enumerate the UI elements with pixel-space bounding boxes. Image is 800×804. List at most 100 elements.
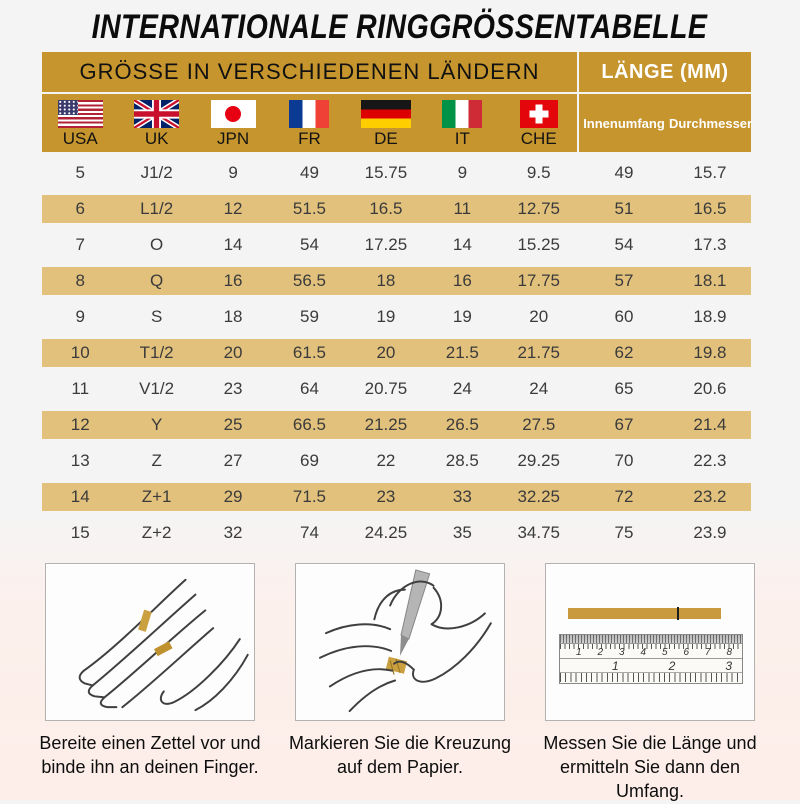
step-2: Markieren Sie die Kreuzung auf dem Papie… [275, 563, 525, 804]
cell-fr: 49 [300, 163, 319, 182]
column-de: DE [348, 94, 424, 152]
table-row: 11 V1/2 23 64 20.75 24 24 65 20.6 [42, 371, 751, 407]
cell-it: 9 [457, 163, 468, 182]
header-sizes-label: GRÖSSE IN VERSCHIEDENEN LÄNDERN [42, 52, 577, 92]
table-row: 15 Z+2 32 74 24.25 35 34.75 75 23.9 [42, 515, 751, 551]
cell-uk: S [150, 307, 163, 326]
cell-de: 22 [376, 451, 396, 470]
ruler-metal-edge [560, 635, 742, 644]
table-row: 10 T1/2 20 61.5 20 21.5 21.75 62 19.8 [42, 335, 751, 371]
cell-innenumfang: 70 [614, 451, 634, 470]
table-header-row: GRÖSSE IN VERSCHIEDENEN LÄNDERN LÄNGE (M… [42, 52, 751, 92]
flags-group: USA UK JPN [42, 94, 577, 152]
cell-che: 9.5 [526, 163, 551, 182]
country-code-label: CHE [520, 128, 557, 148]
table-row: 14 Z+1 29 71.5 23 33 32.25 72 23.2 [42, 479, 751, 515]
cell-de: 17.25 [364, 235, 408, 254]
length-headers: Innenumfang Durchmesser [579, 94, 753, 152]
cell-it: 16 [452, 271, 472, 290]
cell-de: 20 [376, 343, 396, 362]
cell-usa: 12 [70, 415, 90, 434]
country-code-label: USA [62, 128, 98, 148]
hand-with-strip-illustration [45, 563, 255, 721]
cell-fr: 56.5 [292, 271, 327, 290]
paper-strip [568, 607, 721, 620]
cell-uk: Z+1 [141, 487, 172, 506]
table-row: 6 L1/2 12 51.5 16.5 11 12.75 51 16.5 [42, 191, 751, 227]
cell-uk: Z+2 [141, 523, 172, 542]
cell-innenumfang: 72 [614, 487, 634, 506]
cell-de: 23 [376, 487, 396, 506]
country-code-label: FR [298, 128, 321, 148]
country-code-label: DE [374, 128, 398, 148]
cell-fr: 69 [300, 451, 319, 470]
cell-it: 24 [452, 379, 472, 398]
cell-durchmesser: 15.7 [693, 163, 727, 182]
cell-innenumfang: 60 [614, 307, 634, 326]
cell-usa: 9 [75, 307, 85, 326]
inner-circumference-header: Innenumfang [583, 115, 665, 131]
cell-uk: L1/2 [140, 199, 174, 218]
cell-jpn: 20 [223, 343, 243, 362]
cell-it: 33 [452, 487, 472, 506]
step-3-caption: Messen Sie die Länge und ermitteln Sie d… [543, 733, 757, 801]
ruler-cm-ticks [560, 644, 742, 649]
cell-jpn: 9 [228, 163, 238, 182]
cell-durchmesser: 16.5 [693, 199, 727, 218]
usa-flag-icon [57, 99, 103, 128]
cell-che: 17.75 [517, 271, 561, 290]
cell-che: 32.25 [517, 487, 561, 506]
cell-innenumfang: 75 [614, 523, 634, 542]
cell-usa: 7 [75, 235, 85, 254]
cell-usa: 14 [70, 487, 90, 506]
cell-che: 24 [529, 379, 549, 398]
cell-usa: 15 [70, 523, 90, 542]
page-title: INTERNATIONALE RINGGRÖSSENTABELLE [92, 8, 708, 46]
cell-innenumfang: 57 [614, 271, 634, 290]
cell-fr: 61.5 [292, 343, 327, 362]
ring-size-table: GRÖSSE IN VERSCHIEDENEN LÄNDERN LÄNGE (M… [42, 52, 753, 551]
cell-it: 19 [452, 307, 472, 326]
cell-jpn: 27 [223, 451, 243, 470]
diameter-header: Durchmesser [669, 115, 753, 131]
column-usa: USA [42, 94, 118, 152]
page-header: INTERNATIONALE RINGGRÖSSENTABELLE [0, 0, 800, 48]
cell-usa: 5 [75, 163, 85, 182]
cell-durchmesser: 18.1 [693, 271, 727, 290]
cell-it: 14 [452, 235, 472, 254]
cell-che: 20 [529, 307, 549, 326]
cell-fr: 54 [300, 235, 319, 254]
table-row: 7 O 14 54 17.25 14 15.25 54 17.3 [42, 227, 751, 263]
table-row: 8 Q 16 56.5 18 16 17.75 57 18.1 [42, 263, 751, 299]
cell-uk: Y [150, 415, 163, 434]
cell-usa: 6 [75, 199, 85, 218]
cell-durchmesser: 22.3 [693, 451, 727, 470]
cell-fr: 71.5 [292, 487, 327, 506]
table-flags-row: USA UK JPN [42, 94, 753, 152]
column-uk: UK [118, 94, 194, 152]
cell-che: 29.25 [517, 451, 561, 470]
ruler-inch-ticks [560, 672, 742, 682]
cell-usa: 11 [71, 379, 90, 398]
step-2-caption: Markieren Sie die Kreuzung auf dem Papie… [288, 733, 512, 777]
cell-de: 24.25 [364, 523, 408, 542]
cell-uk: T1/2 [139, 343, 174, 362]
uk-flag-icon [134, 99, 180, 128]
cell-de: 15.75 [364, 163, 408, 182]
mark-on-strip [676, 607, 679, 620]
cell-fr: 59 [300, 307, 319, 326]
marking-sketch [319, 569, 492, 713]
cell-jpn: 16 [223, 271, 243, 290]
cell-usa: 8 [75, 271, 85, 290]
switzerland-flag-icon [519, 99, 558, 128]
cell-jpn: 29 [223, 487, 243, 506]
cell-durchmesser: 17.3 [693, 235, 727, 254]
step-1-caption: Bereite einen Zettel vor und binde ihn a… [39, 733, 261, 777]
cell-fr: 74 [300, 523, 319, 542]
cell-de: 20.75 [364, 379, 408, 398]
cell-jpn: 25 [223, 415, 243, 434]
